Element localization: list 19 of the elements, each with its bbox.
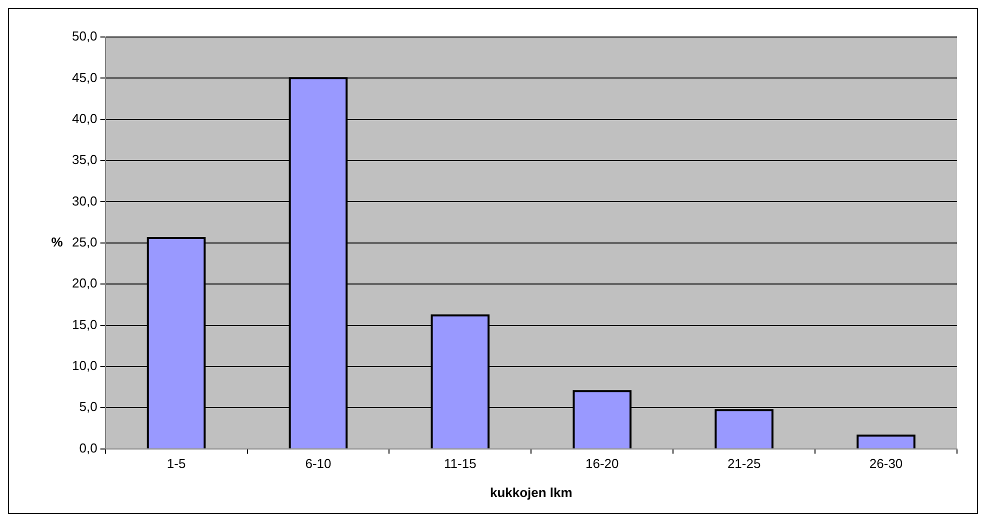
- y-tick-label: 45,0: [72, 70, 98, 85]
- x-tick-label: 6-10: [305, 456, 332, 472]
- x-tick-label: 16-20: [586, 456, 619, 472]
- x-tick-label: 26-30: [869, 456, 903, 472]
- y-tick-label: 15,0: [72, 316, 98, 332]
- x-axis-title: kukkojen lkm: [490, 484, 572, 500]
- y-tick-label: 5,0: [79, 399, 98, 414]
- x-tick-label: 21-25: [727, 456, 761, 472]
- y-tick-label: 20,0: [72, 276, 98, 291]
- y-tick-label: 30,0: [72, 193, 98, 208]
- y-tick-label: 25,0: [72, 234, 98, 250]
- y-axis-title: %: [51, 234, 64, 250]
- y-tick-label: 50,0: [72, 28, 98, 44]
- x-tick-label: 1-5: [166, 456, 186, 472]
- y-tick-label: 10,0: [72, 358, 98, 374]
- x-tick-label: 11-15: [444, 456, 476, 472]
- y-tick-label: 0,0: [79, 440, 98, 456]
- y-tick-label: 40,0: [72, 110, 98, 126]
- y-tick-label: 35,0: [72, 152, 98, 168]
